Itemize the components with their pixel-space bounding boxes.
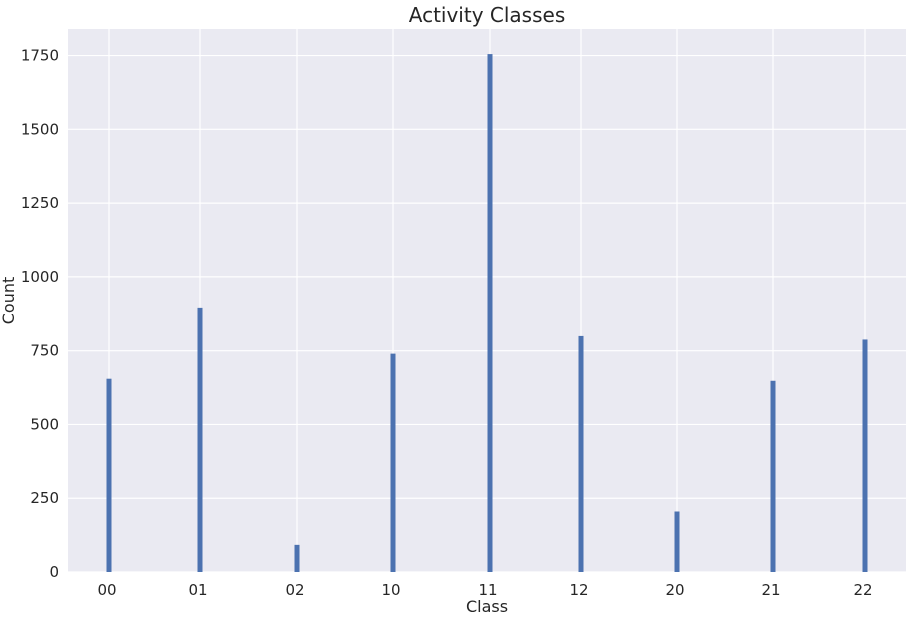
x-tick-label-02: 02 xyxy=(285,581,304,599)
x-tick-label-20: 20 xyxy=(665,581,684,599)
bars xyxy=(106,54,868,573)
bar-12 xyxy=(578,335,584,572)
y-tick-label: 250 xyxy=(30,489,59,507)
x-tick-label-10: 10 xyxy=(381,581,400,599)
plot-background xyxy=(68,29,906,572)
y-tick-label: 1000 xyxy=(21,268,59,286)
y-tick-labels: 0 250 500 750 1000 1250 1500 1750 xyxy=(21,47,59,581)
bar-00 xyxy=(106,378,112,572)
bar-11 xyxy=(487,54,493,573)
y-tick-label: 1750 xyxy=(21,47,59,65)
x-tick-label-12: 12 xyxy=(569,581,588,599)
x-axis-label: Class xyxy=(466,597,508,616)
x-tick-label-01: 01 xyxy=(188,581,207,599)
chart-title: Activity Classes xyxy=(409,3,566,27)
y-tick-label: 1500 xyxy=(21,120,59,138)
bar-10 xyxy=(390,353,396,572)
bar-21 xyxy=(770,380,776,572)
y-tick-label: 0 xyxy=(49,563,59,581)
y-tick-label: 750 xyxy=(30,342,59,360)
bar-20 xyxy=(674,511,680,572)
y-axis-label: Count xyxy=(0,277,18,325)
x-tick-label-22: 22 xyxy=(853,581,872,599)
y-tick-label: 500 xyxy=(30,415,59,433)
bar-02 xyxy=(294,544,300,572)
x-tick-label-00: 00 xyxy=(97,581,116,599)
x-tick-label-21: 21 xyxy=(761,581,780,599)
bar-01 xyxy=(197,307,203,572)
x-tick-labels: 00 01 02 10 11 12 20 21 22 xyxy=(97,581,872,599)
x-tick-label-11: 11 xyxy=(478,581,497,599)
bar-22 xyxy=(862,339,868,572)
y-tick-label: 1250 xyxy=(21,194,59,212)
